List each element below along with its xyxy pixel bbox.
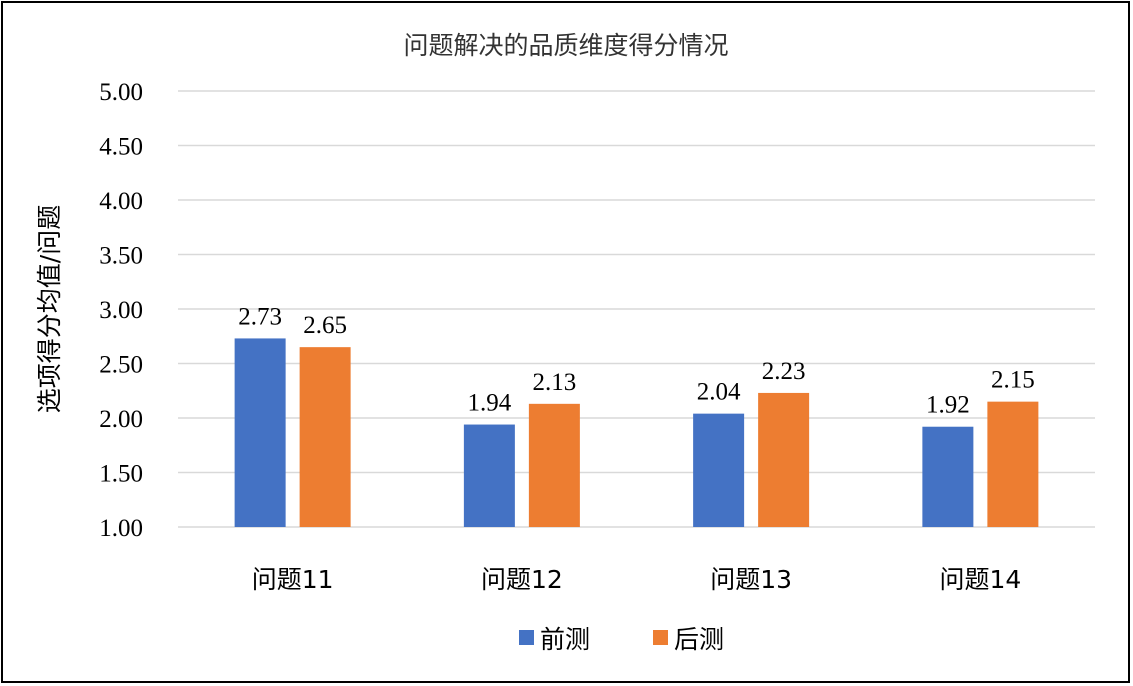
legend-label: 前测: [540, 625, 590, 654]
y-axis-ticks: 1.00 1.50 2.00 2.50 3.00 3.50 4.00 4.50 5.00: [99, 79, 143, 542]
y-tick-label: 2.50: [99, 352, 143, 379]
data-label: 2.04: [697, 379, 741, 406]
bars: [234, 338, 1039, 527]
bar-post-2: [528, 403, 580, 527]
bar-pre-2: [463, 424, 515, 527]
x-category-label: 问题12: [481, 565, 563, 594]
bar-pre-4: [922, 426, 974, 527]
x-category-label: 问题14: [939, 565, 1021, 594]
bar-post-1: [299, 347, 351, 527]
bar-post-4: [987, 401, 1039, 527]
y-tick-label: 3.50: [99, 243, 143, 270]
x-category-label: 问题11: [252, 565, 334, 594]
legend-swatch: [653, 630, 668, 645]
chart-title: 问题解决的品质维度得分情况: [403, 31, 728, 60]
data-labels: 2.73 2.65 1.94 2.13 2.04 2.23 1.92 2.15: [238, 303, 1035, 418]
y-tick-label: 4.50: [99, 134, 143, 161]
data-label: 2.65: [303, 312, 347, 339]
legend: 前测 后测: [519, 625, 724, 654]
legend-label: 后测: [674, 625, 724, 654]
y-tick-label: 1.50: [99, 461, 143, 488]
data-label: 2.13: [533, 369, 577, 396]
y-tick-label: 2.00: [99, 406, 143, 433]
x-category-label: 问题13: [710, 565, 792, 594]
legend-swatch: [519, 630, 534, 645]
bar-post-3: [758, 392, 810, 527]
data-label: 2.23: [762, 358, 806, 385]
data-label: 2.73: [238, 303, 282, 330]
bar-pre-1: [234, 338, 286, 527]
y-tick-label: 5.00: [99, 79, 143, 106]
data-label: 2.15: [991, 367, 1035, 394]
bar-pre-3: [693, 413, 745, 527]
data-label: 1.92: [926, 392, 970, 419]
y-tick-label: 3.00: [99, 297, 143, 324]
x-axis-categories: 问题11 问题12 问题13 问题14: [252, 565, 1022, 594]
y-tick-label: 4.00: [99, 188, 143, 215]
y-axis-title: 选项得分均值/问题: [35, 205, 64, 413]
y-tick-label: 1.00: [99, 515, 143, 542]
data-label: 1.94: [468, 390, 512, 417]
